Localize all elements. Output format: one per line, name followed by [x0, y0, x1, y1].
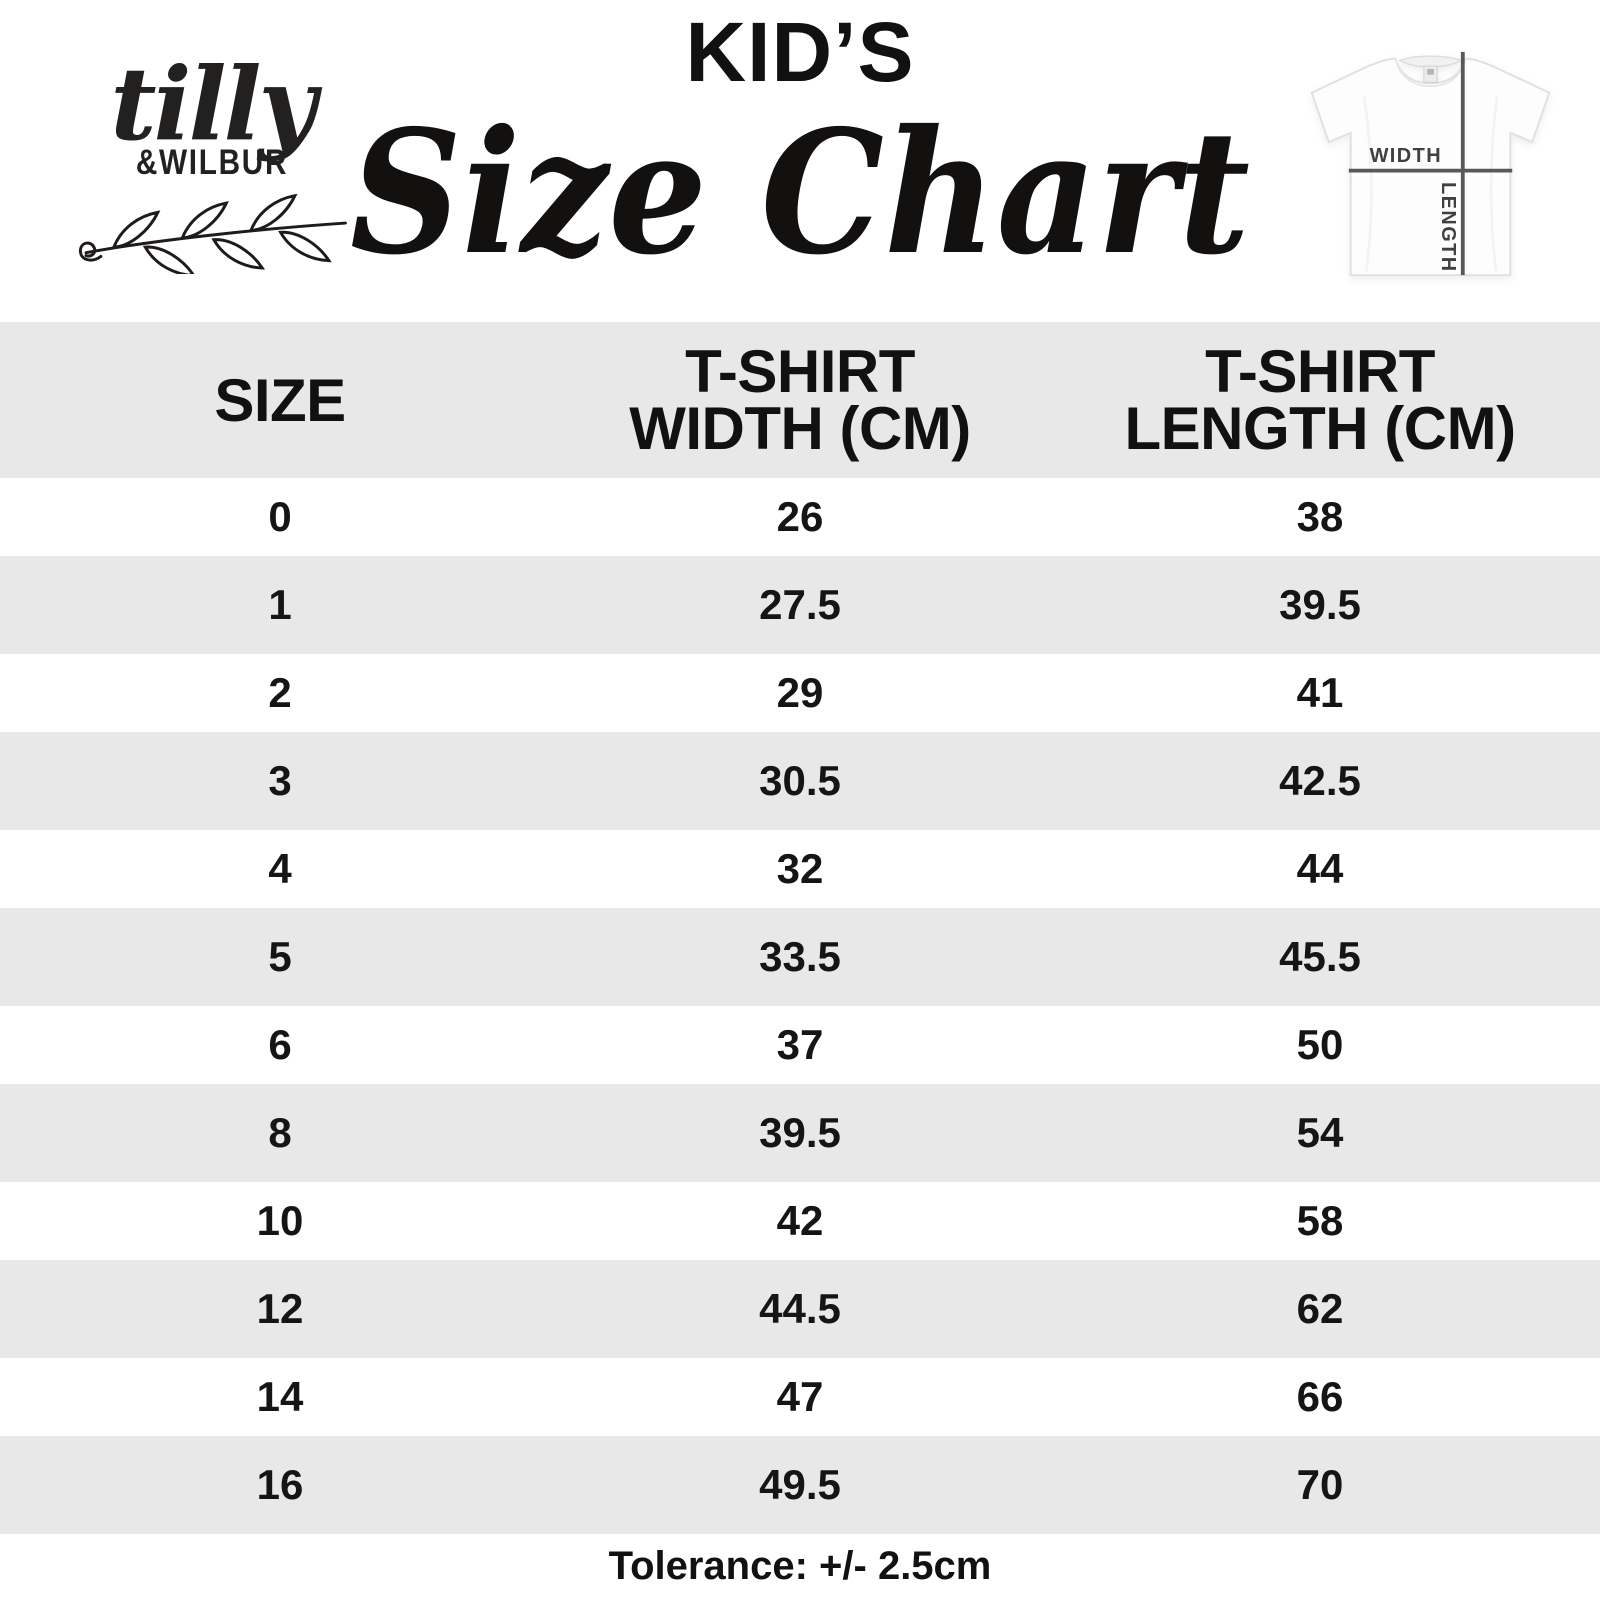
column-header-size-label: SIZE: [214, 366, 346, 434]
cell-size: 4: [268, 845, 292, 892]
cell-length: 42.5: [1279, 757, 1361, 804]
cell-size: 1: [268, 581, 292, 628]
size-table: SIZE T-SHIRT WIDTH (CM) T-SHIRT LENGTH (…: [0, 322, 1600, 1534]
cell-length: 54: [1296, 1109, 1344, 1156]
laurel-branch-icon: [78, 193, 347, 274]
cell-width: 29: [776, 669, 824, 716]
tshirt-neck-label-print: [1427, 69, 1434, 75]
cell-length: 44: [1296, 845, 1344, 892]
cell-length: 41: [1296, 669, 1344, 716]
cell-size: 5: [268, 933, 292, 980]
brand-name-caps: &WILBUR: [135, 143, 289, 182]
cell-size: 14: [256, 1373, 304, 1420]
column-header-width-label: T-SHIRT WIDTH (CM): [629, 338, 971, 462]
cell-width: 42: [776, 1197, 824, 1244]
tshirt-fold-line: [1362, 96, 1373, 272]
cell-length: 39.5: [1279, 581, 1361, 628]
table-row: 0 26 38: [0, 478, 1600, 556]
cell-length: 58: [1296, 1197, 1344, 1244]
cell-width: 47: [776, 1373, 824, 1420]
table-row: 2 29 41: [0, 654, 1600, 732]
tshirt-collar-back: [1398, 55, 1463, 68]
cell-size: 8: [268, 1109, 292, 1156]
table-row: 5 33.5 45.5: [0, 908, 1600, 1006]
table-row: 3 30.5 42.5: [0, 732, 1600, 830]
column-header-width: T-SHIRT WIDTH (CM): [560, 322, 1040, 478]
column-header-length-label: T-SHIRT LENGTH (CM): [1124, 338, 1516, 462]
cell-size: 10: [256, 1197, 304, 1244]
cell-length: 50: [1296, 1021, 1344, 1068]
cell-width: 27.5: [759, 581, 841, 628]
tshirt-diagram: WIDTH LENGTH: [1310, 51, 1551, 277]
brand-name-script: tilly: [110, 45, 316, 163]
table-row: 1 27.5 39.5: [0, 556, 1600, 654]
page-title-text: Size Chart: [350, 96, 1250, 293]
cell-length: 45.5: [1279, 933, 1361, 980]
cell-length: 38: [1296, 493, 1344, 540]
table-row: 14 47 66: [0, 1358, 1600, 1436]
table-row: 12 44.5 62: [0, 1260, 1600, 1358]
column-header-size: SIZE: [0, 322, 560, 478]
tolerance-note: Tolerance: +/- 2.5cm: [608, 1544, 992, 1588]
column-header-length: T-SHIRT LENGTH (CM): [1040, 322, 1600, 478]
table-row: 4 32 44: [0, 830, 1600, 908]
cell-length: 62: [1296, 1285, 1344, 1332]
cell-width: 37: [776, 1021, 824, 1068]
kicker-kids: KID’S: [685, 5, 915, 99]
cell-length: 66: [1296, 1373, 1344, 1420]
cell-width: 49.5: [759, 1461, 841, 1508]
tshirt-collar-rim: [1394, 58, 1467, 88]
title-block: KID’S Size Chart: [0, 10, 1600, 301]
cell-width: 30.5: [759, 757, 841, 804]
table-header-row: SIZE T-SHIRT WIDTH (CM) T-SHIRT LENGTH (…: [0, 322, 1600, 478]
table-row: 16 49.5 70: [0, 1436, 1600, 1534]
cell-width: 39.5: [759, 1109, 841, 1156]
cell-width: 33.5: [759, 933, 841, 980]
cell-size: 12: [256, 1285, 304, 1332]
cell-size: 16: [256, 1461, 304, 1508]
page-title: Size Chart: [350, 96, 1250, 293]
cell-size: 2: [268, 669, 292, 716]
cell-width: 26: [776, 493, 824, 540]
cell-width: 44.5: [759, 1285, 841, 1332]
table-row: 8 39.5 54: [0, 1084, 1600, 1182]
table-row: 10 42 58: [0, 1182, 1600, 1260]
cell-width: 32: [776, 845, 824, 892]
cell-length: 70: [1296, 1461, 1344, 1508]
cell-size: 3: [268, 757, 292, 804]
table-row: 6 37 50: [0, 1006, 1600, 1084]
brand-logo: tilly &WILBUR: [62, 52, 362, 274]
cell-size: 0: [268, 493, 292, 540]
length-label: LENGTH: [1437, 182, 1459, 273]
tshirt-fold-line: [1489, 96, 1499, 272]
cell-size: 6: [268, 1021, 292, 1068]
width-label: WIDTH: [1370, 145, 1442, 167]
